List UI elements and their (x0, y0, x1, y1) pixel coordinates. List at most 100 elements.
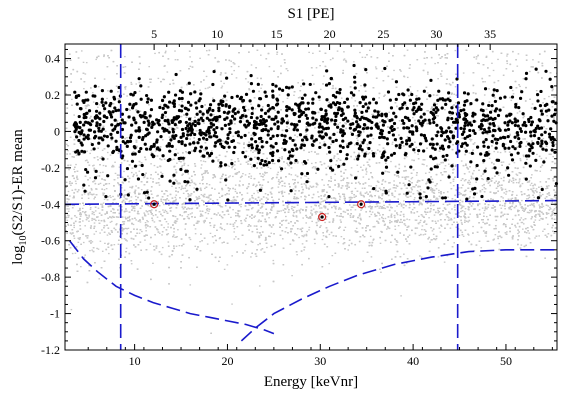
band-point (182, 187, 185, 190)
band-point (394, 190, 397, 192)
band-point (205, 217, 208, 219)
band-point (66, 219, 69, 221)
band-point (202, 178, 204, 180)
band-point (454, 209, 456, 211)
band-point (358, 222, 360, 224)
band-point (419, 189, 422, 191)
band-point (228, 193, 230, 195)
band-point (199, 182, 201, 185)
band-point (134, 195, 137, 198)
band-point (424, 210, 426, 213)
band-point (113, 244, 116, 246)
band-point (467, 234, 470, 236)
band-point (85, 61, 88, 64)
band-point (501, 204, 504, 207)
band-point (504, 208, 506, 210)
band-point (345, 59, 347, 62)
band-point (178, 244, 181, 247)
band-point (545, 187, 547, 190)
band-point (265, 197, 268, 199)
band-point (435, 94, 438, 96)
band-point (408, 202, 411, 204)
band-point (231, 200, 233, 202)
band-point (108, 232, 110, 234)
band-point (126, 228, 128, 230)
band-point (449, 96, 451, 98)
band-point (66, 214, 69, 216)
band-point (220, 177, 223, 179)
band-point (82, 220, 84, 222)
band-point (291, 274, 293, 277)
band-point (67, 150, 69, 152)
band-point (147, 213, 150, 215)
band-point (292, 188, 295, 190)
band-point (430, 186, 432, 189)
band-point (399, 193, 401, 195)
band-point (542, 205, 545, 208)
band-point (324, 221, 326, 224)
band-point (551, 198, 554, 200)
band-point (435, 114, 438, 117)
band-point (93, 233, 96, 235)
band-point (418, 234, 421, 237)
band-point (99, 232, 101, 234)
band-point (384, 162, 387, 165)
band-point (254, 215, 256, 217)
band-point (89, 207, 92, 209)
band-point (339, 198, 341, 200)
band-point (301, 235, 303, 237)
band-point (433, 204, 435, 206)
band-point (221, 85, 224, 87)
band-point (161, 139, 164, 141)
band-point (457, 228, 460, 230)
band-point (331, 254, 334, 257)
band-point (200, 156, 202, 158)
band-point (284, 167, 287, 169)
band-point (446, 191, 449, 193)
band-point (521, 228, 524, 230)
band-point (375, 185, 378, 187)
band-point (379, 242, 382, 245)
band-point (278, 183, 280, 185)
band-point (109, 106, 112, 108)
band-point (340, 235, 343, 238)
band-point (93, 222, 96, 224)
band-point (405, 205, 407, 207)
band-point (282, 219, 285, 222)
band-point (444, 109, 446, 111)
band-point (183, 164, 186, 166)
band-point (365, 167, 368, 169)
band-point (250, 256, 252, 258)
band-point (322, 200, 324, 203)
band-point (468, 104, 471, 107)
band-point (481, 188, 484, 191)
band-point (293, 94, 295, 96)
band-point (315, 231, 318, 234)
band-point (128, 215, 131, 218)
band-point (233, 238, 236, 240)
band-point (250, 175, 253, 177)
band-point (296, 209, 298, 212)
band-point (308, 51, 310, 54)
band-point (297, 220, 299, 222)
band-point (288, 127, 291, 130)
band-point (174, 50, 176, 52)
band-point (351, 192, 353, 194)
band-point (148, 65, 151, 68)
band-point (478, 209, 481, 211)
band-point (365, 191, 368, 193)
band-point (497, 58, 499, 61)
band-point (390, 213, 393, 215)
band-point (334, 173, 336, 176)
band-point (252, 183, 255, 185)
band-point (330, 177, 333, 180)
band-point (287, 164, 289, 166)
band-point (110, 210, 112, 212)
band-point (152, 178, 154, 180)
band-point (141, 230, 143, 233)
band-point (455, 102, 457, 104)
band-point (543, 140, 545, 142)
band-point (252, 197, 255, 199)
band-point (67, 190, 70, 193)
band-point (408, 234, 411, 236)
